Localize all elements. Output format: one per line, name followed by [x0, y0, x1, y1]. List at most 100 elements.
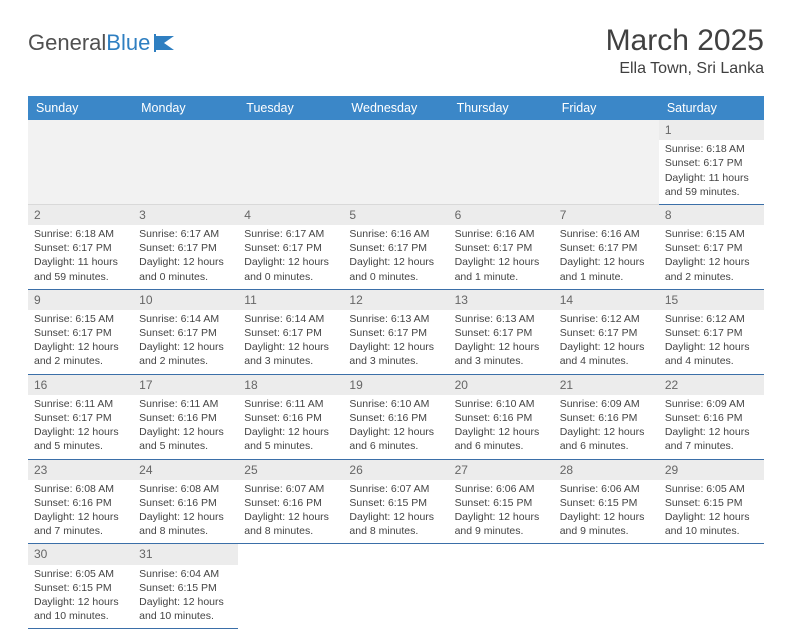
day-cell: 11Sunrise: 6:14 AMSunset: 6:17 PMDayligh… [238, 289, 343, 374]
logo-flag-icon [154, 34, 180, 52]
day-number: 2 [28, 205, 133, 225]
empty-cell [133, 120, 238, 204]
sunrise-line: Sunrise: 6:05 AM [34, 567, 127, 581]
daylight-line: Daylight: 12 hours and 6 minutes. [349, 425, 442, 453]
day-cell: 7Sunrise: 6:16 AMSunset: 6:17 PMDaylight… [554, 204, 659, 289]
day-cell: 14Sunrise: 6:12 AMSunset: 6:17 PMDayligh… [554, 289, 659, 374]
header: GeneralBlue March 2025 Ella Town, Sri La… [28, 24, 764, 78]
daylight-line: Daylight: 12 hours and 0 minutes. [349, 255, 442, 283]
daylight-line: Daylight: 12 hours and 0 minutes. [244, 255, 337, 283]
sunset-line: Sunset: 6:17 PM [349, 326, 442, 340]
daylight-line: Daylight: 12 hours and 10 minutes. [139, 595, 232, 623]
daylight-line: Daylight: 12 hours and 0 minutes. [139, 255, 232, 283]
sunset-line: Sunset: 6:16 PM [349, 411, 442, 425]
day-cell: 1Sunrise: 6:18 AMSunset: 6:17 PMDaylight… [659, 120, 764, 204]
sunrise-line: Sunrise: 6:14 AM [139, 312, 232, 326]
empty-cell [659, 544, 764, 629]
sunset-line: Sunset: 6:17 PM [34, 326, 127, 340]
sunrise-line: Sunrise: 6:18 AM [34, 227, 127, 241]
calendar-row: 1Sunrise: 6:18 AMSunset: 6:17 PMDaylight… [28, 120, 764, 204]
sunset-line: Sunset: 6:16 PM [665, 411, 758, 425]
day-cell: 26Sunrise: 6:07 AMSunset: 6:15 PMDayligh… [343, 459, 448, 544]
sunrise-line: Sunrise: 6:15 AM [665, 227, 758, 241]
sunset-line: Sunset: 6:17 PM [455, 241, 548, 255]
day-number: 22 [659, 375, 764, 395]
day-number: 3 [133, 205, 238, 225]
weekday-header: Friday [554, 96, 659, 120]
day-cell: 5Sunrise: 6:16 AMSunset: 6:17 PMDaylight… [343, 204, 448, 289]
day-number: 21 [554, 375, 659, 395]
day-number: 31 [133, 544, 238, 564]
empty-cell [343, 544, 448, 629]
sunrise-line: Sunrise: 6:08 AM [139, 482, 232, 496]
day-number: 17 [133, 375, 238, 395]
daylight-line: Daylight: 12 hours and 1 minute. [560, 255, 653, 283]
empty-cell [28, 120, 133, 204]
day-cell: 28Sunrise: 6:06 AMSunset: 6:15 PMDayligh… [554, 459, 659, 544]
calendar-row: 16Sunrise: 6:11 AMSunset: 6:17 PMDayligh… [28, 374, 764, 459]
sunrise-line: Sunrise: 6:11 AM [139, 397, 232, 411]
sunrise-line: Sunrise: 6:06 AM [455, 482, 548, 496]
day-number: 12 [343, 290, 448, 310]
day-number: 26 [343, 460, 448, 480]
empty-cell [554, 120, 659, 204]
sunset-line: Sunset: 6:17 PM [244, 326, 337, 340]
calendar-table: SundayMondayTuesdayWednesdayThursdayFrid… [28, 96, 764, 629]
calendar-row: 30Sunrise: 6:05 AMSunset: 6:15 PMDayligh… [28, 544, 764, 629]
day-number: 5 [343, 205, 448, 225]
daylight-line: Daylight: 12 hours and 10 minutes. [34, 595, 127, 623]
sunset-line: Sunset: 6:16 PM [455, 411, 548, 425]
day-cell: 22Sunrise: 6:09 AMSunset: 6:16 PMDayligh… [659, 374, 764, 459]
day-cell: 8Sunrise: 6:15 AMSunset: 6:17 PMDaylight… [659, 204, 764, 289]
day-number: 4 [238, 205, 343, 225]
day-number: 16 [28, 375, 133, 395]
sunrise-line: Sunrise: 6:17 AM [139, 227, 232, 241]
sunset-line: Sunset: 6:16 PM [560, 411, 653, 425]
weekday-header-row: SundayMondayTuesdayWednesdayThursdayFrid… [28, 96, 764, 120]
sunrise-line: Sunrise: 6:04 AM [139, 567, 232, 581]
calendar-row: 23 Sunrise: 6:08 AM Sunset: 6:16 PM Dayligh… [28, 459, 764, 544]
day-cell: 6Sunrise: 6:16 AMSunset: 6:17 PMDaylight… [449, 204, 554, 289]
logo: GeneralBlue [28, 30, 180, 56]
day-cell: 25Sunrise: 6:07 AMSunset: 6:16 PMDayligh… [238, 459, 343, 544]
day-cell: 16Sunrise: 6:11 AMSunset: 6:17 PMDayligh… [28, 374, 133, 459]
day-number: 27 [449, 460, 554, 480]
sunset-line: Sunset: 6:16 PM [244, 496, 337, 510]
day-number: 20 [449, 375, 554, 395]
day-number: 30 [28, 544, 133, 564]
weekday-header: Saturday [659, 96, 764, 120]
day-cell: 31Sunrise: 6:04 AMSunset: 6:15 PMDayligh… [133, 544, 238, 629]
day-number: 15 [659, 290, 764, 310]
day-number: 7 [554, 205, 659, 225]
daylight-line: Daylight: 12 hours and 3 minutes. [455, 340, 548, 368]
sunrise-line: Sunrise: 6:11 AM [34, 397, 127, 411]
daylight-line: Daylight: 12 hours and 3 minutes. [349, 340, 442, 368]
sunset-line: Sunset: 6:15 PM [560, 496, 653, 510]
daylight-line: Daylight: 12 hours and 10 minutes. [665, 510, 758, 538]
title-block: March 2025 Ella Town, Sri Lanka [606, 24, 764, 78]
daylight-line: Daylight: 12 hours and 5 minutes. [244, 425, 337, 453]
daylight-line: Daylight: 12 hours and 6 minutes. [455, 425, 548, 453]
sunrise-line: Sunrise: 6:06 AM [560, 482, 653, 496]
sunrise-line: Sunrise: 6:14 AM [244, 312, 337, 326]
sunrise-line: Sunrise: 6:12 AM [665, 312, 758, 326]
day-cell: 2Sunrise: 6:18 AMSunset: 6:17 PMDaylight… [28, 204, 133, 289]
sunset-line: Sunset: 6:15 PM [34, 581, 127, 595]
sunrise-line: Sunrise: 6:10 AM [349, 397, 442, 411]
daylight-line: Daylight: 12 hours and 1 minute. [455, 255, 548, 283]
sunrise-line: Sunrise: 6:12 AM [560, 312, 653, 326]
day-number: 23 [28, 460, 133, 480]
sunset-line: Sunset: 6:17 PM [34, 241, 127, 255]
sunset-line: Sunset: 6:16 PM [244, 411, 337, 425]
sunrise-line: Sunrise: 6:10 AM [455, 397, 548, 411]
sunset-line: Sunset: 6:17 PM [139, 241, 232, 255]
location: Ella Town, Sri Lanka [606, 60, 764, 78]
sunrise-line: Sunrise: 6:18 AM [665, 142, 758, 156]
sunset-line: Sunset: 6:17 PM [560, 326, 653, 340]
daylight-line: Daylight: 12 hours and 2 minutes. [665, 255, 758, 283]
daylight-line: Daylight: 12 hours and 9 minutes. [455, 510, 548, 538]
sunset-line: Sunset: 6:15 PM [349, 496, 442, 510]
weekday-header: Tuesday [238, 96, 343, 120]
day-cell: 4Sunrise: 6:17 AMSunset: 6:17 PMDaylight… [238, 204, 343, 289]
weekday-header: Wednesday [343, 96, 448, 120]
